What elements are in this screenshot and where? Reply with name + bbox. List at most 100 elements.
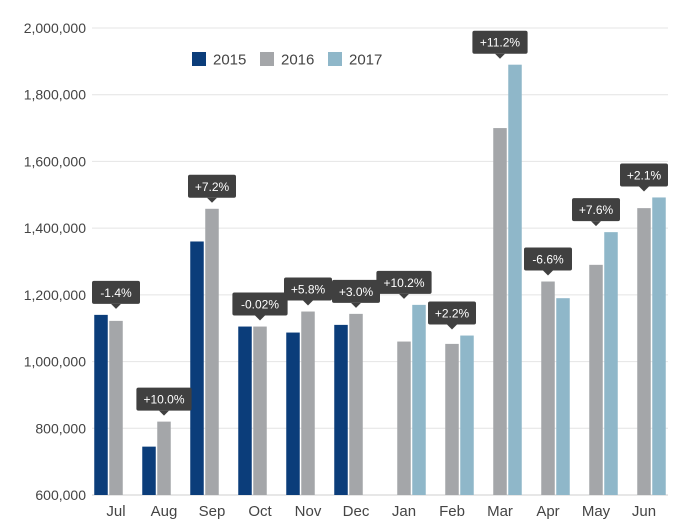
callout: -0.02% (232, 292, 288, 321)
callout-box (376, 270, 432, 294)
callout-label: +10.2% (383, 276, 424, 290)
callout-label: -1.4% (100, 286, 132, 300)
y-tick-label: 2,000,000 (24, 20, 86, 36)
callout-label: +2.2% (435, 307, 470, 321)
x-tick-label: Apr (536, 503, 559, 520)
gridlines (92, 27, 668, 496)
callout-pointer (303, 300, 313, 306)
y-tick-label: 1,600,000 (24, 153, 86, 169)
callout-pointer (543, 270, 553, 276)
callout-box (332, 279, 380, 303)
callout-box (136, 387, 192, 411)
callout: +11.2% (472, 30, 528, 59)
callout-label: +2.1% (627, 168, 662, 182)
callout-box (188, 174, 236, 198)
callout: -6.6% (524, 247, 572, 276)
bar-dec-2016 (349, 313, 363, 495)
bar-mar-2016 (493, 128, 507, 496)
y-tick-label: 800,000 (35, 420, 86, 436)
callout: +10.0% (136, 387, 192, 416)
callout-box (620, 163, 668, 187)
legend-swatch-2015 (192, 52, 206, 66)
x-tick-label: Mar (487, 503, 513, 520)
bar-feb-2017 (460, 335, 474, 495)
callout-pointer (111, 303, 121, 309)
callout-pointer (207, 197, 217, 203)
callout-pointer (159, 410, 169, 416)
callout-label: +5.8% (291, 283, 326, 297)
y-axis-ticks: 600,000 800,000 1,000,000 1,200,000 1,400,00… (24, 20, 87, 503)
callout: +7.6% (572, 198, 620, 227)
bar-apr-2017 (556, 298, 570, 495)
y-tick-label: 1,800,000 (24, 87, 86, 103)
callout-label: -0.02% (241, 298, 279, 312)
x-tick-label: Jun (632, 503, 656, 520)
bar-jan-2016 (397, 341, 411, 495)
bar-mar-2017 (508, 64, 522, 495)
bar-jul-2016 (109, 320, 123, 495)
x-tick-label: Aug (151, 503, 178, 520)
legend: 2015 2016 2017 (192, 52, 382, 69)
bar-sep-2015 (190, 241, 204, 495)
callout-box (572, 198, 620, 222)
bar-jun-2017 (652, 197, 666, 495)
bar-sep-2016 (205, 208, 219, 495)
x-tick-label: Feb (439, 503, 465, 520)
x-tick-label: Jan (392, 503, 416, 520)
callout: +2.1% (620, 163, 668, 192)
callout-box (232, 292, 288, 316)
bar-aug-2015 (142, 446, 156, 495)
bar-oct-2015 (238, 326, 252, 495)
legend-label-2017: 2017 (349, 52, 382, 69)
bar-dec-2015 (334, 324, 348, 495)
bar-may-2016 (589, 264, 603, 495)
callout: -1.4% (92, 280, 140, 309)
callout-label: -6.6% (532, 253, 564, 267)
bar-jan-2017 (412, 304, 426, 495)
callout: +10.2% (376, 270, 432, 299)
legend-swatch-2017 (328, 52, 342, 66)
bar-nov-2015 (286, 332, 300, 495)
bar-aug-2016 (157, 421, 171, 495)
callout-pointer (495, 53, 505, 59)
bar-feb-2016 (445, 343, 459, 495)
callout-label: +10.0% (143, 393, 184, 407)
y-tick-label: 1,400,000 (24, 220, 86, 236)
callout: +7.2% (188, 174, 236, 203)
callout-label: +11.2% (480, 36, 520, 50)
x-tick-label: Oct (248, 503, 272, 520)
bar-oct-2016 (253, 326, 267, 495)
callout-label: +3.0% (339, 285, 374, 299)
callout-box (524, 247, 572, 271)
legend-label-2016: 2016 (281, 52, 314, 69)
bar-jun-2016 (637, 208, 651, 495)
x-tick-label: Jul (106, 503, 125, 520)
callout-pointer (447, 324, 457, 330)
callout-box (428, 301, 476, 325)
callout-pointer (255, 315, 265, 321)
x-tick-label: Dec (343, 503, 370, 520)
callout-label: +7.6% (579, 203, 614, 217)
x-tick-label: Nov (295, 503, 322, 520)
legend-swatch-2016 (260, 52, 274, 66)
callout-label: +7.2% (195, 180, 230, 194)
y-tick-label: 1,000,000 (24, 354, 86, 370)
bar-jul-2015 (94, 314, 108, 495)
callout-pointer (591, 221, 601, 227)
callout: +2.2% (428, 301, 476, 330)
callouts: -1.4% +10.0% +7.2% -0.02% +5.8% +3.0% +10.2% +2… (92, 30, 668, 416)
callout: +5.8% (284, 277, 332, 306)
bars (94, 64, 666, 496)
bar-nov-2016 (301, 311, 315, 495)
legend-label-2015: 2015 (213, 52, 246, 69)
x-tick-label: May (582, 503, 611, 520)
callout-box (472, 30, 528, 54)
callout-box (92, 280, 140, 304)
bar-apr-2016 (541, 281, 555, 495)
callout: +3.0% (332, 279, 380, 308)
x-axis-labels: Jul Aug Sep Oct Nov Dec Jan Feb Mar Apr May Jun (106, 503, 656, 520)
y-tick-label: 600,000 (35, 487, 86, 503)
callout-pointer (639, 186, 649, 192)
